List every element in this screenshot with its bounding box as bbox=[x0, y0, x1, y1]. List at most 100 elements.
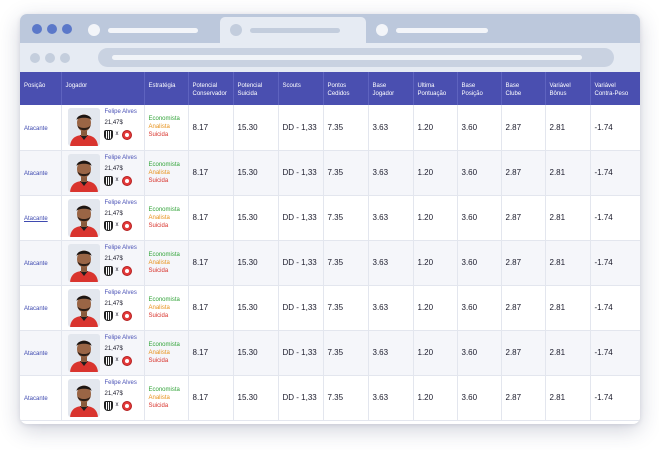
header-label: Variável bbox=[594, 83, 616, 89]
table-row[interactable]: Atacante Felipe Alves 21,47$ bbox=[20, 375, 640, 421]
position-link[interactable]: Atacante bbox=[24, 351, 48, 357]
tab-title-placeholder bbox=[108, 28, 198, 33]
position-link[interactable]: Atacante bbox=[24, 171, 48, 177]
opponent-shield-icon bbox=[121, 400, 132, 411]
value: 3.60 bbox=[461, 348, 478, 357]
player-name[interactable]: Felipe Alves bbox=[104, 199, 137, 206]
strategy-analista: Analista bbox=[148, 259, 170, 266]
cell-jogador: Felipe Alves 21,47$ x bbox=[61, 195, 145, 241]
reload-button-icon[interactable] bbox=[60, 53, 70, 63]
cell-posicao: Atacante bbox=[20, 330, 62, 376]
player-card[interactable]: Felipe Alves 21,47$ x bbox=[66, 288, 140, 328]
strategy-suicida: Suicida bbox=[148, 222, 169, 229]
value: 1.20 bbox=[417, 303, 434, 312]
header-label: Pontos bbox=[327, 83, 347, 89]
position-link[interactable]: Atacante bbox=[24, 216, 48, 222]
cell-base-jogador: 3.63 bbox=[368, 150, 414, 196]
browser-tab[interactable] bbox=[82, 17, 217, 43]
player-name[interactable]: Felipe Alves bbox=[104, 289, 137, 296]
browser-tab-active[interactable] bbox=[220, 17, 366, 43]
table-row[interactable]: Atacante Felipe Alves 21,47$ bbox=[20, 195, 640, 241]
cell-posicao: Atacante bbox=[20, 150, 62, 196]
player-card[interactable]: Felipe Alves 21,47$ x bbox=[66, 153, 140, 193]
header-potencial-conservador[interactable]: Potencial Conservador bbox=[188, 72, 234, 105]
position-link[interactable]: Atacante bbox=[24, 261, 48, 267]
value: 3.60 bbox=[461, 122, 478, 132]
cell-potencial-conservador: 8.17 bbox=[188, 240, 234, 286]
cell-variavel-contrapeso: -1.74 bbox=[590, 150, 640, 196]
player-card[interactable]: Felipe Alves 21,47$ x bbox=[66, 107, 140, 147]
header-label: Posição bbox=[461, 91, 483, 97]
player-name[interactable]: Felipe Alves bbox=[104, 334, 137, 341]
value: -1.74 bbox=[594, 213, 613, 222]
player-card[interactable]: Felipe Alves 21,47$ x bbox=[66, 378, 140, 418]
value: 8.17 bbox=[192, 213, 209, 222]
window-minimize-dot-icon[interactable] bbox=[47, 24, 57, 34]
player-name[interactable]: Felipe Alves bbox=[104, 379, 137, 386]
header-variavel-contrapeso[interactable]: Variável Contra-Peso bbox=[590, 72, 640, 105]
player-card[interactable]: Felipe Alves 21,47$ x bbox=[66, 333, 140, 373]
tab-title-placeholder bbox=[250, 28, 340, 33]
team-shield-icon bbox=[103, 400, 113, 411]
header-base-clube[interactable]: Base Clube bbox=[501, 72, 546, 105]
header-base-posicao[interactable]: Base Posição bbox=[457, 72, 502, 105]
player-card[interactable]: Felipe Alves 21,47$ x bbox=[66, 198, 140, 238]
value: 2.81 bbox=[549, 348, 566, 357]
cell-scouts: DD - 1,33 bbox=[278, 150, 324, 196]
table-row[interactable]: Atacante Felipe Alves 21,47$ bbox=[20, 285, 640, 331]
window-maximize-dot-icon[interactable] bbox=[62, 24, 72, 34]
address-bar[interactable] bbox=[98, 48, 614, 67]
value: 15.30 bbox=[237, 348, 258, 357]
browser-tab[interactable] bbox=[370, 17, 510, 43]
value: 7.35 bbox=[327, 213, 344, 222]
strategy-list: Economista Analista Suicida bbox=[149, 251, 184, 275]
header-label: Bônus bbox=[549, 91, 567, 97]
player-price: 21,47$ bbox=[104, 165, 123, 172]
strategy-economista: Economista bbox=[148, 296, 180, 303]
player-photo bbox=[67, 153, 100, 192]
table-row[interactable]: Atacante Felipe Alves 21,47$ bbox=[20, 150, 640, 196]
position-link[interactable]: Atacante bbox=[24, 125, 48, 132]
position-link[interactable]: Atacante bbox=[24, 396, 48, 402]
header-base-jogador[interactable]: Base Jogador bbox=[368, 72, 414, 105]
player-name[interactable]: Felipe Alves bbox=[104, 244, 137, 251]
table-row[interactable]: Atacante Felipe Alves 21,47$ bbox=[20, 240, 640, 286]
cell-base-clube: 2.87 bbox=[501, 285, 546, 331]
value: 15.30 bbox=[237, 258, 258, 267]
cell-ultima-pontuacao: 1.20 bbox=[413, 330, 458, 376]
value: 2.81 bbox=[549, 303, 566, 312]
header-label: Clube bbox=[505, 91, 522, 97]
header-estrategia[interactable]: Estratégia bbox=[144, 72, 189, 105]
player-name[interactable]: Felipe Alves bbox=[104, 154, 137, 161]
table-header-row: Posição Jogador Estratégia Potencial Cons… bbox=[20, 72, 640, 105]
header-potencial-suicida[interactable]: Potencial Suicida bbox=[233, 72, 279, 105]
header-label: Conservador bbox=[192, 91, 227, 97]
window-close-dot-icon[interactable] bbox=[32, 24, 42, 34]
value: -1.74 bbox=[594, 122, 613, 132]
header-variavel-bonus[interactable]: Variável Bônus bbox=[545, 72, 591, 105]
table-row[interactable]: Atacante Felipe Alves 21,47$ bbox=[20, 330, 640, 376]
cell-ultima-pontuacao: 1.20 bbox=[413, 285, 458, 331]
cell-base-jogador: 3.63 bbox=[368, 375, 414, 421]
value: DD - 1,33 bbox=[282, 393, 317, 402]
cell-potencial-conservador: 8.17 bbox=[188, 330, 234, 376]
position-link[interactable]: Atacante bbox=[24, 306, 48, 312]
back-button-icon[interactable] bbox=[30, 53, 40, 63]
header-scouts[interactable]: Scouts bbox=[278, 72, 324, 105]
versus-label: x bbox=[115, 176, 119, 183]
value: -1.74 bbox=[594, 393, 613, 402]
player-name[interactable]: Felipe Alves bbox=[104, 109, 137, 116]
table-row[interactable]: Atacante Felipe Alves 21,47$ bbox=[20, 105, 640, 151]
forward-button-icon[interactable] bbox=[45, 53, 55, 63]
player-card[interactable]: Felipe Alves 21,47$ x bbox=[66, 243, 140, 283]
strategy-list: Economista Analista Suicida bbox=[149, 161, 184, 185]
header-label: Variável bbox=[549, 83, 571, 89]
header-pontos-cedidos[interactable]: Pontos Cedidos bbox=[323, 72, 369, 105]
team-shield-icon bbox=[103, 355, 113, 366]
cell-pontos-cedidos: 7.35 bbox=[323, 105, 369, 151]
opponent-shield-icon bbox=[121, 355, 132, 366]
value: 2.87 bbox=[505, 303, 522, 312]
header-jogador[interactable]: Jogador bbox=[61, 72, 145, 105]
header-ultima-pontuacao[interactable]: Ultima Pontuação bbox=[413, 72, 458, 105]
header-posicao[interactable]: Posição bbox=[20, 72, 62, 105]
